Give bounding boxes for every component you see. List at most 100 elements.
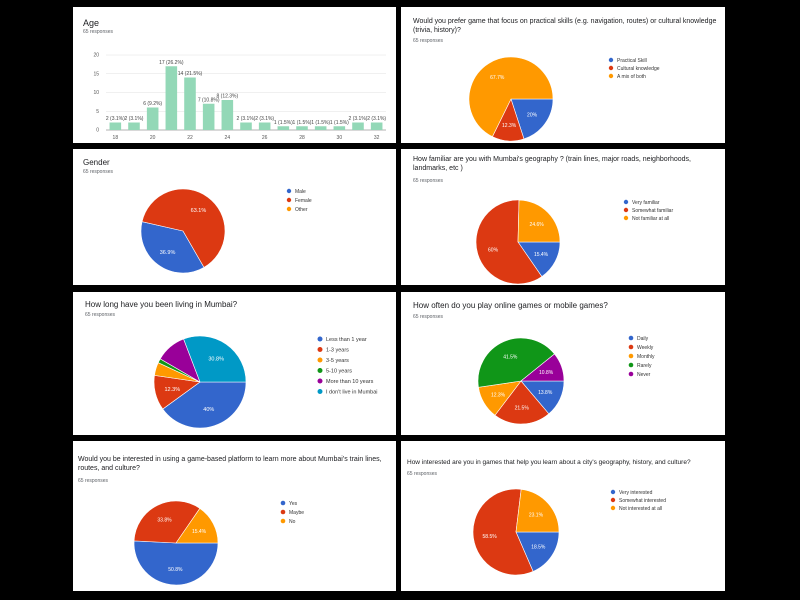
y-tick-label: 5: [96, 109, 99, 115]
legend-marker: [628, 362, 634, 368]
legend-marker: [628, 353, 634, 359]
legend-marker: [608, 73, 614, 79]
data-label: 17 (26.2%): [159, 60, 184, 66]
bar: [296, 126, 308, 130]
legend-marker: [317, 389, 323, 394]
legend-item: More than 10 years: [326, 379, 374, 385]
pie-slice-a-mix-of-both: [468, 56, 554, 138]
bar: [202, 103, 215, 130]
x-tick-label: 26: [262, 135, 268, 141]
slice-label: 67.7%: [490, 75, 505, 81]
legend-item: 1-3 years: [326, 347, 349, 353]
data-label: 1 (1.5%): [293, 120, 312, 126]
chart-svg: 15.4% 60% 24.6% Very familiar Somewhat famil…: [475, 199, 673, 285]
pie-slice-very-interested: [515, 531, 560, 572]
legend-marker: [286, 188, 292, 194]
pie-slice-maybe: [133, 500, 201, 544]
legend-item: 5-10 years: [326, 368, 352, 374]
pie-slice-i-don-t-live-in-mumbai: [183, 335, 247, 383]
y-tick-label: 10: [93, 90, 99, 96]
x-tick-label: 24: [225, 135, 231, 141]
slice-label: 33.8%: [157, 518, 172, 524]
legend-item: Yes: [289, 501, 298, 507]
slice-label: 12.3%: [165, 387, 181, 393]
card-gaming-frequency: How often do you play online games or mo…: [401, 292, 725, 435]
response-count: 65 responses: [83, 29, 114, 35]
bar: [165, 66, 178, 130]
legend-item: Somewhat interested: [619, 498, 666, 504]
legend-item: Practical Skill: [617, 58, 647, 64]
pie-slice-male: [140, 221, 205, 274]
data-label: 8 (12.3%): [216, 94, 238, 100]
slice-label: 24.6%: [530, 222, 545, 228]
legend-marker: [317, 347, 323, 352]
data-label: 14 (21.5%): [178, 71, 203, 77]
data-label: 2 (3.1%): [125, 116, 144, 122]
x-tick-label: 20: [150, 135, 156, 141]
slice-label: 13.8%: [538, 390, 553, 396]
legend-item: Weekly: [637, 345, 654, 351]
legend-item: Female: [295, 198, 312, 204]
card-learning-interest: How interested are you in games that hel…: [401, 441, 725, 591]
data-label: 2 (3.1%): [106, 116, 125, 122]
legend-marker: [280, 509, 286, 515]
chart-title: Age: [83, 18, 100, 28]
card-platform-interest: Would you be interested in using a game-…: [73, 441, 396, 591]
card-geography-familiarity: How familiar are you with Mumbai's geogr…: [401, 149, 725, 285]
pie-slice-not-familiar-at-all: [517, 199, 561, 243]
card-game-preference: Would you prefer game that focus on prac…: [401, 7, 725, 143]
legend-marker: [317, 368, 323, 373]
slice-label: 60%: [488, 247, 499, 253]
response-count: 65 responses: [78, 478, 109, 484]
response-count: 65 responses: [413, 178, 444, 184]
legend-item: Very familiar: [632, 200, 660, 206]
card-living-duration: How long have you been living in Mumbai?…: [73, 292, 396, 435]
data-label: 2 (3.1%): [367, 116, 386, 122]
legend-marker: [623, 199, 629, 205]
slice-label: 30.8%: [208, 357, 224, 363]
legend-item: Male: [295, 189, 306, 195]
bar: [370, 122, 383, 130]
slice-label: 58.5%: [483, 534, 498, 540]
x-tick-label: 18: [113, 135, 119, 141]
response-count: 65 responses: [83, 169, 114, 175]
bar: [352, 122, 364, 130]
slice-label: 41.5%: [503, 355, 518, 361]
legend-item: 3-5 years: [326, 358, 349, 364]
legend-item: Very interested: [619, 490, 653, 496]
chart-title: How familiar are you with Mumbai's geogr…: [413, 156, 691, 173]
slice-label: 50.8%: [168, 567, 183, 573]
data-label: 1 (1.5%): [330, 120, 349, 126]
chart-title: Gender: [83, 158, 110, 167]
response-count: 65 responses: [413, 314, 444, 320]
card-age: Age 65 responses 0 5 10 15 20 2 (3.1%) 2 (3.1%…: [73, 7, 396, 143]
data-label: 7 (10.8%): [198, 97, 220, 103]
legend-marker: [628, 335, 634, 341]
slice-label: 10.8%: [539, 370, 554, 376]
y-tick-label: 20: [93, 53, 99, 59]
legend-item: Not interested at all: [619, 506, 662, 512]
slice-label: 12.3%: [491, 393, 506, 399]
pie-slice-rarely: [477, 337, 555, 388]
bar: [146, 107, 159, 130]
chart-title: How long have you been living in Mumbai?: [85, 300, 238, 309]
legend-item: Never: [637, 372, 651, 378]
legend-item: Daily: [637, 336, 649, 342]
x-tick-label: 32: [374, 135, 380, 141]
pie-slice-practical-skill: [510, 98, 554, 140]
slice-label: 15.4%: [192, 529, 207, 535]
bar: [333, 126, 346, 130]
legend-marker: [317, 357, 323, 363]
data-label: 1 (1.5%): [311, 120, 330, 126]
card-gender: Gender 65 responses 36.9% 63.1% Male Female…: [73, 149, 396, 285]
legend-item: Less than 1 year: [326, 337, 367, 343]
slice-label: 23.1%: [529, 512, 544, 518]
data-label: 1 (1.5%): [274, 120, 293, 126]
data-label: 2 (3.1%): [237, 116, 256, 122]
bar: [109, 122, 122, 130]
legend-marker: [628, 344, 634, 350]
y-tick-label: 15: [93, 71, 99, 77]
chart-svg: 50.8% 33.8% 15.4% Yes Maybe No: [133, 500, 304, 586]
bar: [221, 100, 234, 130]
